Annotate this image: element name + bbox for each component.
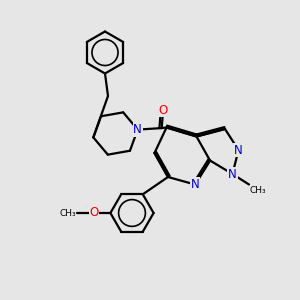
Text: N: N — [234, 143, 243, 157]
Text: N: N — [133, 123, 142, 136]
Text: N: N — [228, 167, 237, 181]
Text: CH₃: CH₃ — [59, 208, 76, 217]
Text: O: O — [158, 103, 168, 117]
Text: N: N — [190, 178, 200, 191]
Text: CH₃: CH₃ — [250, 186, 266, 195]
Text: O: O — [89, 206, 98, 220]
